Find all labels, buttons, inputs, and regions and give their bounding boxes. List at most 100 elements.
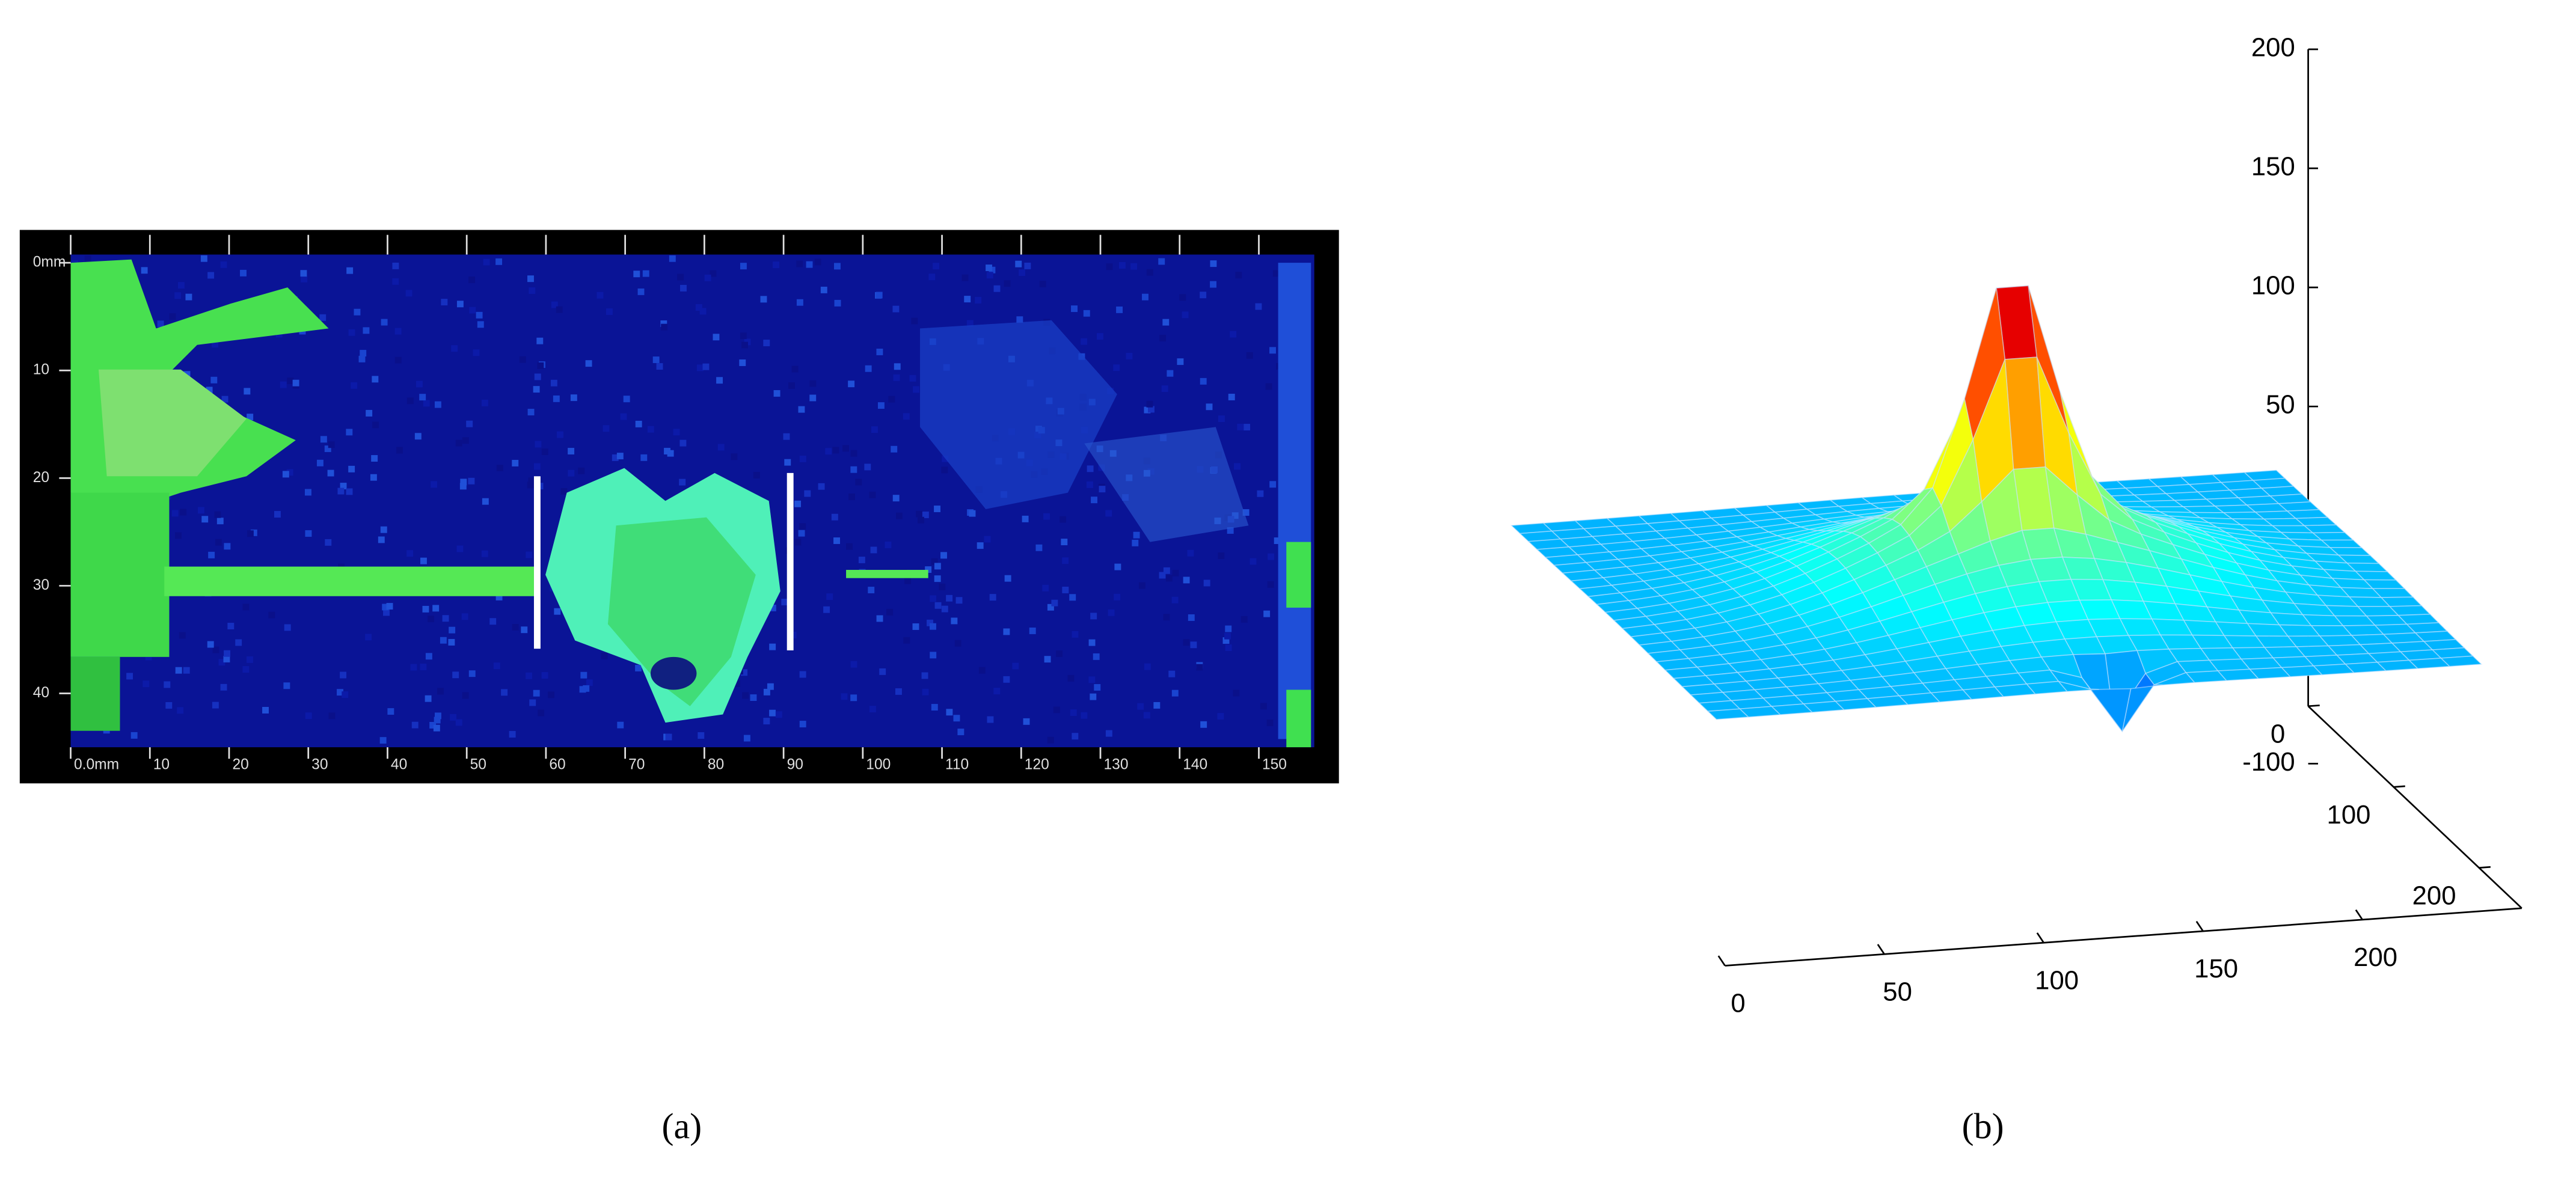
scan-texture-cell: [603, 425, 610, 432]
scan-texture-cell: [984, 536, 991, 543]
scan-texture-cell: [1257, 490, 1264, 497]
scan-texture-cell: [346, 267, 354, 274]
x-tick-label: 40: [391, 757, 407, 773]
x-tick-label: 70: [628, 757, 645, 773]
scan-texture-cell: [1142, 293, 1148, 301]
scan-texture-cell: [986, 264, 993, 272]
scan-texture-cell: [541, 672, 548, 679]
scan-texture-cell: [274, 511, 281, 518]
region: [650, 656, 697, 690]
scan-texture-cell: [126, 673, 133, 680]
scan-texture-cell: [1144, 663, 1151, 670]
scan-texture-cell: [533, 463, 541, 470]
scan-texture-cell: [1016, 316, 1023, 323]
scan-texture-cell: [406, 550, 414, 557]
scan-texture-cell: [1228, 394, 1235, 400]
scan-texture-cell: [214, 511, 221, 518]
scan-texture-cell: [606, 308, 613, 315]
scan-texture-cell: [521, 626, 528, 634]
scan-texture-cell: [220, 683, 227, 691]
scan-texture-cell: [1047, 604, 1054, 611]
scan-texture-cell: [441, 299, 448, 306]
scan-texture-cell: [989, 594, 996, 601]
scan-texture-cell: [833, 537, 840, 544]
scan-texture-cell: [647, 426, 654, 433]
scan-texture-cell: [1266, 720, 1274, 726]
scan-texture-cell: [1200, 721, 1207, 728]
scan-texture-cell: [512, 460, 519, 466]
scan-regions: [70, 259, 1311, 748]
scan-texture-cell: [1069, 594, 1076, 601]
scan-texture-cell: [763, 340, 770, 346]
scan-texture-cell: [580, 671, 587, 679]
scan-texture-cell: [365, 634, 372, 641]
scan-texture-cell: [870, 546, 877, 554]
scan-texture-cell: [877, 402, 885, 409]
scan-texture-cell: [509, 731, 516, 738]
scan-texture-cell: [640, 454, 648, 461]
scan-texture-cell: [951, 617, 958, 625]
scan-texture-cell: [763, 718, 770, 725]
scan-texture-cell: [1233, 689, 1240, 697]
scan-texture-cell: [1022, 515, 1029, 522]
scan-texture-cell: [794, 500, 802, 507]
scan-texture-cell: [1044, 656, 1051, 663]
scan-texture-cell: [716, 377, 723, 384]
z-tick-label: -100: [2242, 747, 2295, 777]
scan-texture-cell: [1004, 280, 1011, 287]
z-tick-label: 100: [2251, 271, 2295, 301]
scan-texture-cell: [568, 469, 575, 477]
scan-texture-cell: [652, 356, 660, 363]
scan-texture-cell: [775, 711, 782, 718]
scan-texture-cell: [428, 616, 435, 623]
scan-texture-cell: [848, 493, 856, 500]
scan-texture-cell: [340, 483, 347, 490]
scan-texture-cell: [796, 299, 803, 306]
scan-texture-cell: [212, 646, 219, 653]
scan-texture-cell: [206, 387, 213, 394]
scan-texture-cell: [1269, 481, 1277, 488]
x-tick-label: 90: [787, 757, 803, 773]
scan-texture-cell: [831, 513, 838, 521]
scan-texture-cell: [1096, 333, 1103, 340]
scan-texture-cell: [918, 516, 924, 524]
scan-texture-cell: [930, 623, 936, 630]
x-tick-label: 100: [2035, 965, 2079, 995]
scan-texture-cell: [966, 320, 974, 327]
scan-texture-cell: [1113, 364, 1120, 371]
scan-texture-cell: [893, 374, 900, 381]
scan-texture-cell: [891, 445, 898, 453]
scan-texture-cell: [921, 672, 928, 679]
scan-texture-cell: [850, 450, 857, 457]
scan-texture-cell: [850, 661, 857, 668]
scan-texture-cell: [961, 274, 969, 281]
region: [1278, 263, 1311, 739]
scan-texture-cell: [642, 270, 649, 277]
scan-texture-cell: [809, 394, 817, 402]
x-tick-label: 200: [2354, 943, 2397, 972]
scan-texture-cell: [164, 681, 171, 688]
region: [70, 492, 170, 657]
scan-texture-cell: [1083, 310, 1090, 317]
scan-texture-cell: [869, 706, 876, 713]
scan-texture-cell: [383, 609, 390, 616]
scan-texture-cell: [495, 593, 503, 601]
scan-texture-cell: [954, 640, 961, 647]
scan-texture-cell: [1047, 736, 1054, 744]
scan-texture-cell: [431, 481, 438, 488]
scan-texture-cell: [680, 284, 687, 292]
scan-texture-cell: [740, 263, 747, 270]
scan-texture-cell: [869, 491, 876, 498]
scan-texture-cell: [1269, 347, 1276, 354]
scan-texture-cell: [433, 724, 440, 732]
scan-texture-cell: [799, 721, 806, 727]
scan-texture-cell: [325, 539, 332, 546]
scan-texture-cell: [927, 619, 934, 626]
y-tick-label: 200: [2412, 881, 2456, 910]
scan-texture-cell: [244, 388, 251, 395]
scan-texture-cell: [435, 712, 441, 720]
scan-texture-cell: [796, 260, 803, 267]
scan-texture-cell: [351, 382, 358, 389]
